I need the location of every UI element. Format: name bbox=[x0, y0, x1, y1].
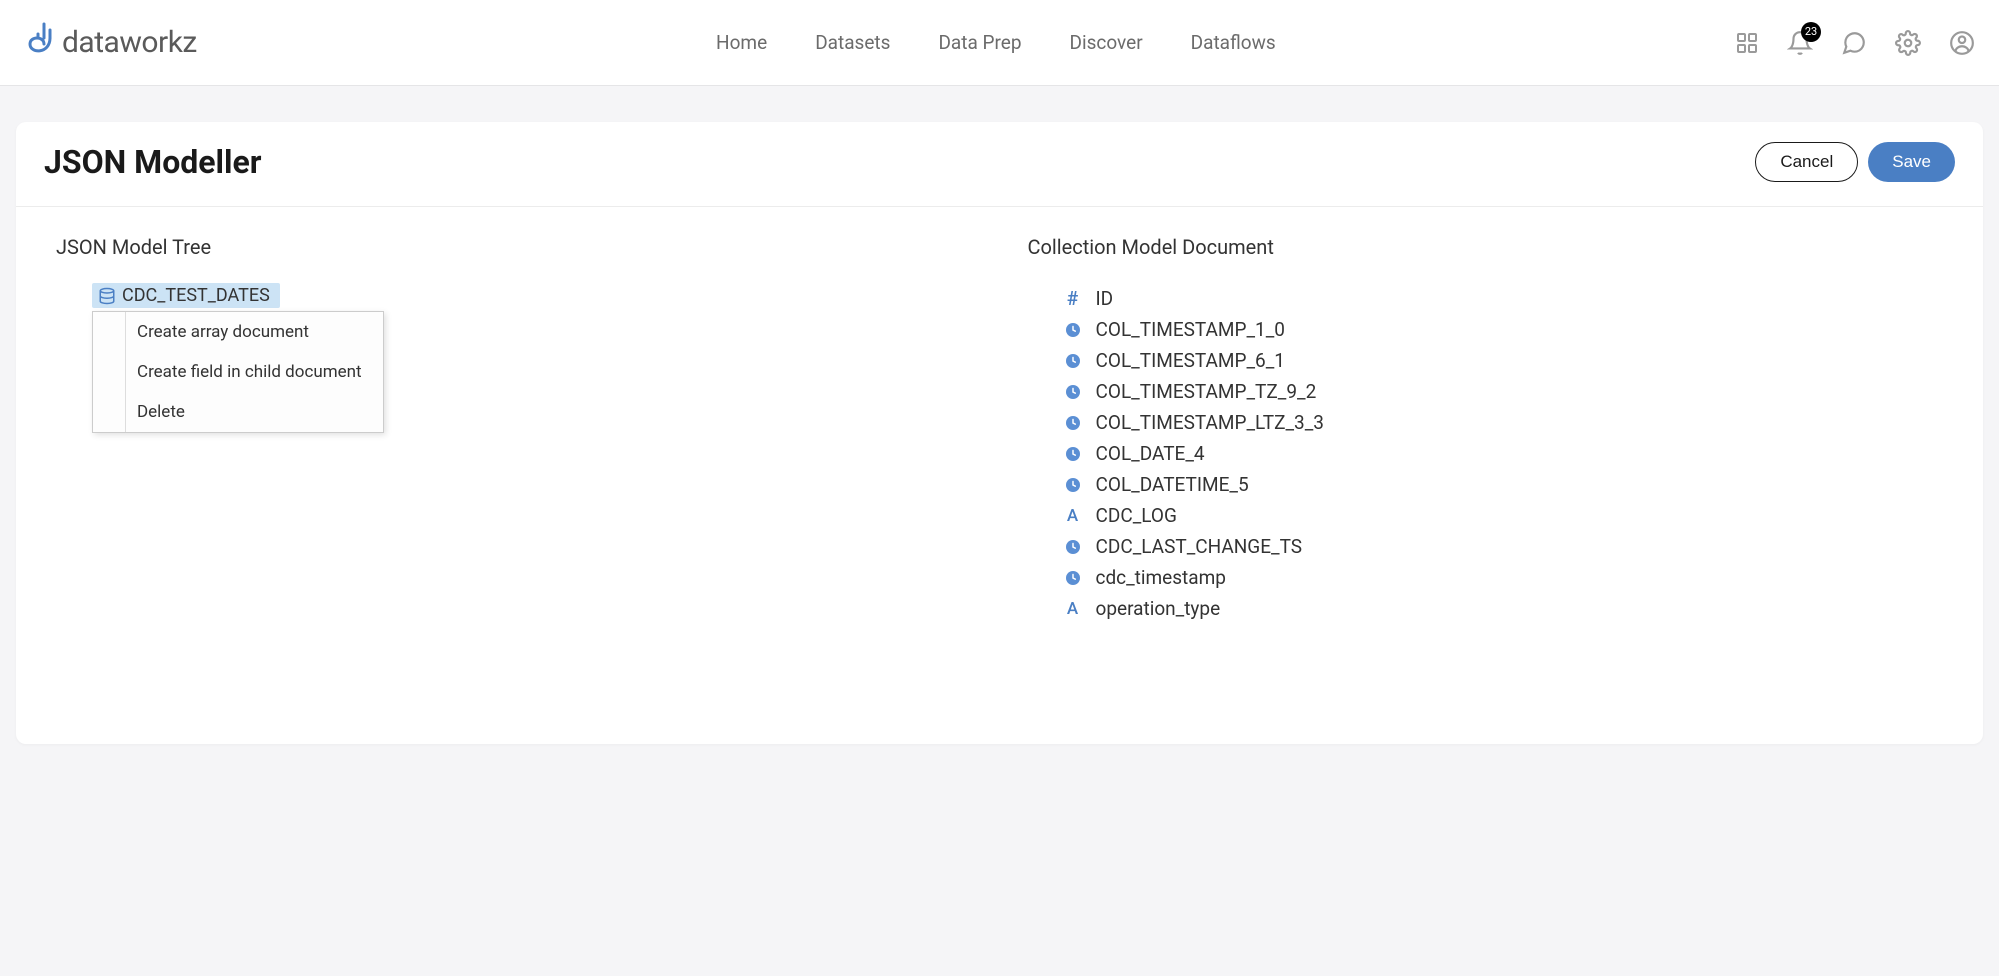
field-row[interactable]: COL_TIMESTAMP_TZ_9_2 bbox=[1064, 376, 1956, 407]
context-menu: Create array document Create field in ch… bbox=[92, 311, 384, 433]
timestamp-type-icon bbox=[1064, 414, 1082, 432]
field-label: cdc_timestamp bbox=[1096, 566, 1226, 589]
timestamp-type-icon bbox=[1064, 476, 1082, 494]
field-row[interactable]: COL_DATETIME_5 bbox=[1064, 469, 1956, 500]
cancel-button[interactable]: Cancel bbox=[1755, 142, 1858, 182]
nav-home[interactable]: Home bbox=[716, 27, 767, 58]
topbar: dataworkz Home Datasets Data Prep Discov… bbox=[0, 0, 1999, 86]
brand-logo-icon bbox=[24, 22, 56, 64]
field-row[interactable]: COL_TIMESTAMP_LTZ_3_3 bbox=[1064, 407, 1956, 438]
string-type-icon: A bbox=[1064, 600, 1082, 618]
field-label: operation_type bbox=[1096, 597, 1221, 620]
settings-icon[interactable] bbox=[1895, 30, 1921, 56]
field-row[interactable]: COL_TIMESTAMP_1_0 bbox=[1064, 314, 1956, 345]
brand-logo[interactable]: dataworkz bbox=[24, 22, 197, 64]
nav-data-prep[interactable]: Data Prep bbox=[938, 27, 1021, 58]
card-body: JSON Model Tree CDC_TEST_DATES Create ar… bbox=[16, 207, 1983, 744]
timestamp-type-icon bbox=[1064, 352, 1082, 370]
tree-panel-title: JSON Model Tree bbox=[56, 235, 972, 259]
number-type-icon: # bbox=[1064, 290, 1082, 308]
field-label: COL_TIMESTAMP_LTZ_3_3 bbox=[1096, 411, 1324, 434]
field-row[interactable]: COL_TIMESTAMP_6_1 bbox=[1064, 345, 1956, 376]
string-type-icon: A bbox=[1064, 507, 1082, 525]
timestamp-type-icon bbox=[1064, 445, 1082, 463]
timestamp-type-icon bbox=[1064, 383, 1082, 401]
page-content: JSON Modeller Cancel Save JSON Model Tre… bbox=[0, 86, 1999, 760]
timestamp-type-icon bbox=[1064, 321, 1082, 339]
chat-icon[interactable] bbox=[1841, 30, 1867, 56]
notification-count-badge: 23 bbox=[1801, 22, 1821, 42]
menu-create-array-document[interactable]: Create array document bbox=[93, 312, 383, 352]
nav-dataflows[interactable]: Dataflows bbox=[1191, 27, 1276, 58]
field-label: COL_TIMESTAMP_TZ_9_2 bbox=[1096, 380, 1317, 403]
modeller-card: JSON Modeller Cancel Save JSON Model Tre… bbox=[16, 122, 1983, 744]
brand-logo-text: dataworkz bbox=[62, 25, 197, 60]
menu-delete[interactable]: Delete bbox=[93, 392, 383, 432]
main-nav: Home Datasets Data Prep Discover Dataflo… bbox=[257, 27, 1735, 58]
user-icon[interactable] bbox=[1949, 30, 1975, 56]
field-row[interactable]: CDC_LAST_CHANGE_TS bbox=[1064, 531, 1956, 562]
apps-icon[interactable] bbox=[1735, 31, 1759, 55]
field-label: COL_DATE_4 bbox=[1096, 442, 1205, 465]
save-button[interactable]: Save bbox=[1868, 142, 1955, 182]
timestamp-type-icon bbox=[1064, 538, 1082, 556]
timestamp-type-icon bbox=[1064, 569, 1082, 587]
field-label: ID bbox=[1096, 287, 1114, 310]
nav-datasets[interactable]: Datasets bbox=[815, 27, 890, 58]
tree-root-node[interactable]: CDC_TEST_DATES bbox=[92, 283, 280, 308]
notifications-icon[interactable]: 23 bbox=[1787, 30, 1813, 56]
nav-discover[interactable]: Discover bbox=[1070, 27, 1143, 58]
topbar-actions: 23 bbox=[1735, 30, 1975, 56]
field-list: # ID COL_TIMESTAMP_1_0 COL_TIMESTAMP_6_1 COL… bbox=[1064, 283, 1956, 624]
field-label: COL_TIMESTAMP_6_1 bbox=[1096, 349, 1286, 372]
card-header: JSON Modeller Cancel Save bbox=[16, 122, 1983, 207]
field-row[interactable]: A CDC_LOG bbox=[1064, 500, 1956, 531]
field-label: CDC_LOG bbox=[1096, 504, 1177, 527]
header-actions: Cancel Save bbox=[1755, 142, 1955, 182]
collection-model-panel: Collection Model Document # ID COL_TIMESTA… bbox=[1000, 235, 1984, 624]
field-row[interactable]: Aoperation_type bbox=[1064, 593, 1956, 624]
json-model-tree-panel: JSON Model Tree CDC_TEST_DATES Create ar… bbox=[16, 235, 1000, 624]
field-row[interactable]: cdc_timestamp bbox=[1064, 562, 1956, 593]
menu-create-field-child[interactable]: Create field in child document bbox=[93, 352, 383, 392]
tree-root-label: CDC_TEST_DATES bbox=[122, 285, 270, 306]
field-row[interactable]: # ID bbox=[1064, 283, 1956, 314]
field-row[interactable]: COL_DATE_4 bbox=[1064, 438, 1956, 469]
field-label: COL_DATETIME_5 bbox=[1096, 473, 1249, 496]
page-title: JSON Modeller bbox=[44, 143, 261, 181]
collection-panel-title: Collection Model Document bbox=[1028, 235, 1956, 259]
database-icon bbox=[98, 287, 116, 305]
field-label: COL_TIMESTAMP_1_0 bbox=[1096, 318, 1286, 341]
field-label: CDC_LAST_CHANGE_TS bbox=[1096, 535, 1303, 558]
